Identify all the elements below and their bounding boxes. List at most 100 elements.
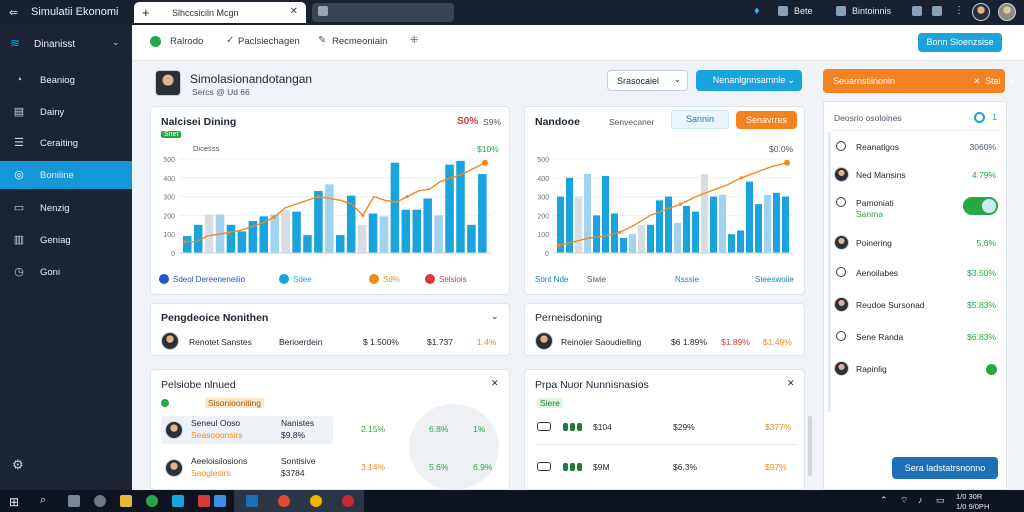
clock-date[interactable]: 1/0 9/0PH (956, 502, 990, 511)
line-point[interactable] (405, 195, 409, 199)
bar[interactable] (638, 224, 646, 253)
bar[interactable] (584, 174, 592, 253)
close-icon[interactable]: ✕ (973, 76, 981, 86)
bar[interactable] (204, 214, 214, 253)
toolbar-item-ralrodo[interactable]: Ralrodo (170, 36, 204, 47)
bar[interactable] (557, 196, 565, 253)
line-point[interactable] (227, 230, 232, 234)
toggle-switch[interactable] (963, 197, 998, 215)
bar[interactable] (390, 162, 400, 253)
chevron-down-icon[interactable]: ⌄ (112, 37, 120, 47)
avatar-secondary[interactable] (998, 3, 1016, 21)
close-icon[interactable]: ✕ (787, 378, 795, 388)
bar[interactable] (281, 209, 290, 253)
more-icon[interactable]: ⋮ (954, 5, 964, 16)
sidebar-item-beaniog[interactable]: ◔ Beaniog (0, 66, 132, 94)
bar[interactable] (183, 236, 192, 253)
bar[interactable] (346, 195, 356, 253)
toolbar-item-recmeoniain[interactable]: Recmeoniain (332, 36, 388, 47)
bar[interactable] (656, 200, 664, 253)
sidebar-item-ceraiting[interactable]: ☰ Ceraiting (0, 129, 132, 157)
bar[interactable] (773, 192, 781, 253)
sidebar-item-boniiine[interactable]: ◎ Boniiine (0, 161, 132, 189)
windows-icon[interactable]: ⊞ (9, 495, 20, 509)
app-icon-red[interactable] (198, 495, 210, 507)
legend-label[interactable]: Sd% (383, 275, 400, 284)
dropbox-icon[interactable]: ♦ (754, 5, 760, 17)
network-icon[interactable]: ⌔ (900, 495, 909, 505)
bar[interactable] (423, 198, 432, 253)
app-icon-green[interactable] (146, 495, 158, 507)
sidebar-item-geniag[interactable]: ▥ Geniag (0, 226, 132, 254)
legend-label[interactable]: Siwie (587, 275, 607, 284)
back-icon[interactable]: ⇐ (9, 7, 19, 19)
calendar-icon[interactable] (778, 6, 788, 16)
close-icon[interactable]: ✕ (491, 378, 499, 388)
bar[interactable] (412, 209, 422, 253)
bar[interactable] (647, 224, 655, 253)
line-point[interactable] (679, 202, 683, 206)
opera-icon[interactable] (342, 495, 354, 507)
bar[interactable] (467, 224, 476, 253)
bar[interactable] (728, 234, 736, 253)
legend-label[interactable]: Selsiois (439, 275, 467, 284)
legend-label[interactable]: Steeswoiie (755, 275, 794, 284)
bar[interactable] (575, 196, 583, 253)
bar[interactable] (270, 214, 279, 253)
primary-dropdown-button[interactable]: Nenanlgnnsamnle ⌄ (696, 70, 802, 91)
line-point[interactable] (183, 240, 187, 244)
mail-icon[interactable] (214, 495, 226, 507)
bar[interactable] (478, 174, 487, 253)
bar[interactable] (237, 231, 247, 253)
bar[interactable] (314, 190, 323, 253)
task-view-icon[interactable] (68, 495, 80, 507)
line-point[interactable] (450, 176, 454, 180)
bar[interactable] (336, 235, 345, 253)
avatar[interactable] (972, 3, 990, 21)
orange-banner[interactable]: Seuarnstiinonin ✕ Stai ⌁ (823, 69, 1014, 93)
sidebar-brand[interactable]: Dinanisst (34, 39, 76, 50)
table-row[interactable] (161, 416, 333, 444)
line-point[interactable] (361, 213, 365, 217)
bar[interactable] (629, 234, 637, 253)
bar[interactable] (357, 224, 367, 253)
widgets-icon[interactable] (94, 495, 106, 507)
grid-icon[interactable]: ⁜ (410, 35, 419, 46)
settings-icon[interactable]: ⚙ (12, 457, 24, 472)
app-icon-store[interactable] (246, 495, 258, 507)
search-input[interactable] (312, 3, 454, 22)
bar[interactable] (379, 216, 389, 253)
bar[interactable] (746, 181, 754, 253)
sidebar-item-nenzig[interactable]: ▭ Nenzig (0, 194, 132, 222)
bar[interactable] (755, 204, 763, 253)
new-tab-icon[interactable]: + (142, 5, 150, 20)
bar[interactable] (602, 175, 610, 253)
volume-icon[interactable]: ♪ (918, 495, 923, 505)
right-item-1[interactable]: Bete (794, 6, 813, 16)
legend-label[interactable]: Nsssie (675, 275, 700, 284)
bar[interactable] (566, 177, 574, 253)
toolbar-right-button[interactable]: Bonn Sloenzsise (918, 33, 1002, 52)
chevron-up-icon[interactable]: ⌃ (880, 495, 888, 505)
bar[interactable] (226, 224, 236, 253)
bar[interactable] (620, 237, 628, 253)
bar[interactable] (401, 209, 411, 253)
chrome-icon[interactable] (278, 495, 290, 507)
right-item-2[interactable]: Bintoinnis (852, 6, 892, 16)
clock-time[interactable]: 1/0 30R (956, 492, 983, 501)
line-point[interactable] (272, 215, 276, 219)
bar[interactable] (665, 196, 673, 253)
file-explorer-icon[interactable] (120, 495, 132, 507)
chrome-canary-icon[interactable] (310, 495, 322, 507)
bar[interactable] (434, 215, 443, 253)
line-point[interactable] (557, 243, 561, 248)
tab-sannin[interactable]: Sannin (671, 110, 729, 129)
bar[interactable] (782, 196, 790, 253)
close-tab-icon[interactable]: ✕ (289, 6, 298, 17)
legend-label[interactable]: Sdeol Dereeneneiiio (173, 275, 246, 284)
bar[interactable] (764, 194, 772, 253)
bar[interactable] (683, 206, 691, 253)
bar[interactable] (303, 235, 312, 253)
bar[interactable] (292, 211, 301, 253)
bar[interactable] (701, 174, 709, 253)
